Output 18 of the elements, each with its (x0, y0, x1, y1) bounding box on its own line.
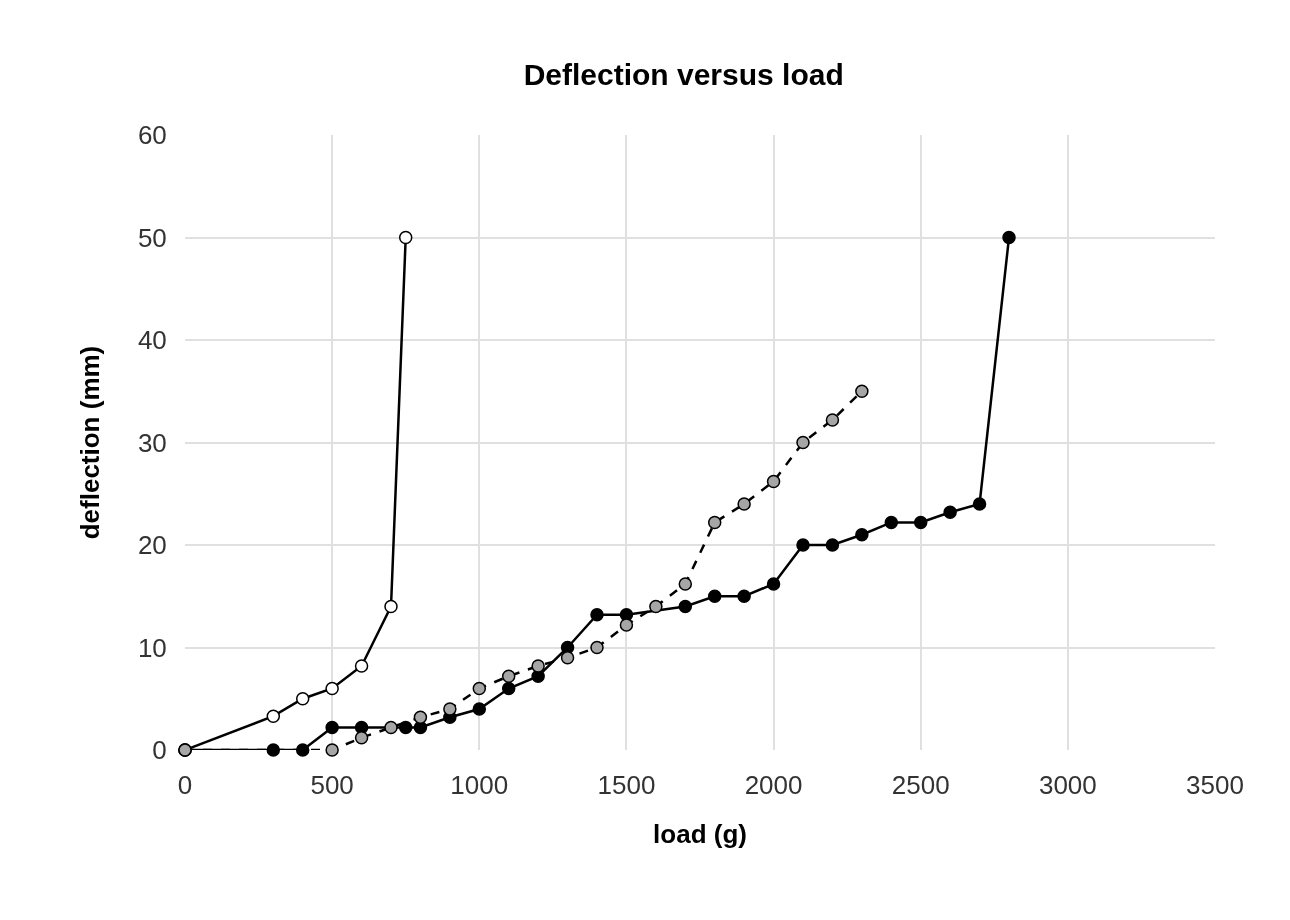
x-tick-label: 3000 (1038, 770, 1097, 801)
chart-title: Deflection versus load (523, 58, 844, 92)
x-tick-label: 1500 (597, 770, 656, 801)
y-tick-label: 30 (137, 427, 167, 458)
y-tick-label: 0 (152, 735, 167, 766)
y-tick-label: 40 (137, 325, 167, 356)
y-axis-title: deflection (mm) (75, 345, 106, 540)
x-tick-label: 500 (310, 770, 354, 801)
x-tick-label: 2500 (891, 770, 950, 801)
x-tick-label: 1000 (450, 770, 509, 801)
x-tick-label: 3500 (1186, 770, 1244, 801)
x-tick-label: 0 (177, 770, 193, 801)
y-tick-label: 60 (137, 120, 167, 151)
x-axis-title: load (g) (653, 818, 747, 849)
y-tick-label: 50 (137, 222, 167, 253)
y-tick-label: 20 (137, 530, 167, 561)
x-tick-label: 2000 (744, 770, 803, 801)
y-tick-label: 10 (137, 632, 167, 663)
